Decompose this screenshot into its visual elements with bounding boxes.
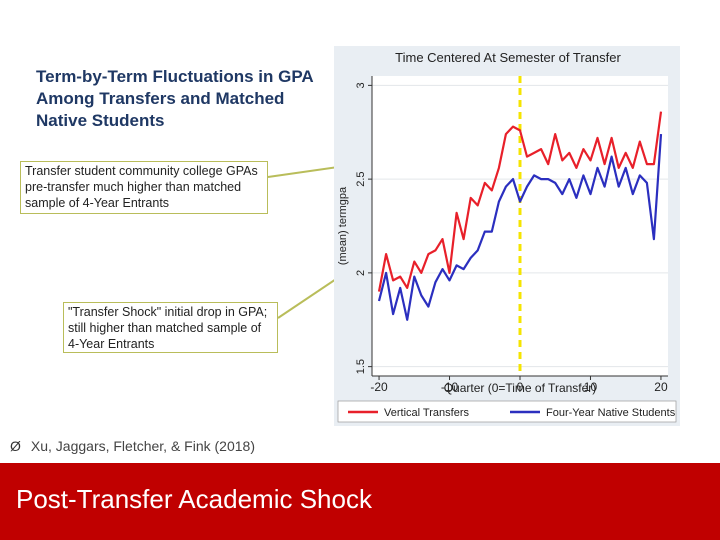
bullet-arrow-icon: Ø bbox=[10, 438, 21, 454]
x-tick-label: 0 bbox=[517, 380, 524, 394]
citation: Ø Xu, Jaggars, Fletcher, & Fink (2018) bbox=[10, 438, 255, 454]
gpa-chart: Time Centered At Semester of Transfer 1.… bbox=[334, 46, 680, 426]
x-tick-label: -20 bbox=[370, 380, 388, 394]
footer-title: Post-Transfer Academic Shock bbox=[16, 484, 372, 514]
gpa-chart-svg: Time Centered At Semester of Transfer 1.… bbox=[334, 46, 680, 426]
y-tick-label: 3 bbox=[355, 82, 367, 88]
series-vertical-transfers-line bbox=[377, 111, 663, 292]
series-four-year-native-line bbox=[377, 134, 663, 321]
y-axis-label: (mean) termgpa bbox=[337, 186, 349, 265]
callout-transfer-shock: "Transfer Shock" initial drop in GPA; st… bbox=[63, 302, 278, 353]
chart-legend: Vertical Transfers Four-Year Native Stude… bbox=[337, 400, 677, 423]
citation-text: Xu, Jaggars, Fletcher, & Fink (2018) bbox=[30, 438, 255, 454]
y-tick-label: 1.5 bbox=[355, 359, 367, 374]
callout-pretransfer: Transfer student community college GPAs … bbox=[20, 161, 268, 214]
x-tick-label: 20 bbox=[654, 380, 668, 394]
legend-label-native: Four-Year Native Students bbox=[546, 407, 676, 419]
x-tick-label: 10 bbox=[584, 380, 598, 394]
footer-banner: Post-Transfer Academic Shock bbox=[0, 463, 720, 540]
y-tick-label: 2 bbox=[355, 270, 367, 276]
chart-title: Time Centered At Semester of Transfer bbox=[395, 50, 621, 65]
y-tick-label: 2.5 bbox=[355, 171, 367, 186]
x-axis-label: Quarter (0=Time of Transfer) bbox=[444, 381, 597, 395]
legend-box bbox=[337, 400, 677, 423]
legend-label-transfers: Vertical Transfers bbox=[384, 407, 469, 419]
slide-title: Term-by-Term Fluctuations in GPA Among T… bbox=[36, 67, 314, 130]
x-tick-label: -10 bbox=[441, 380, 459, 394]
axes: 1.5 2 2.5 3 -20 -10 0 10 20 bbox=[355, 76, 668, 394]
series-layer bbox=[377, 111, 663, 321]
